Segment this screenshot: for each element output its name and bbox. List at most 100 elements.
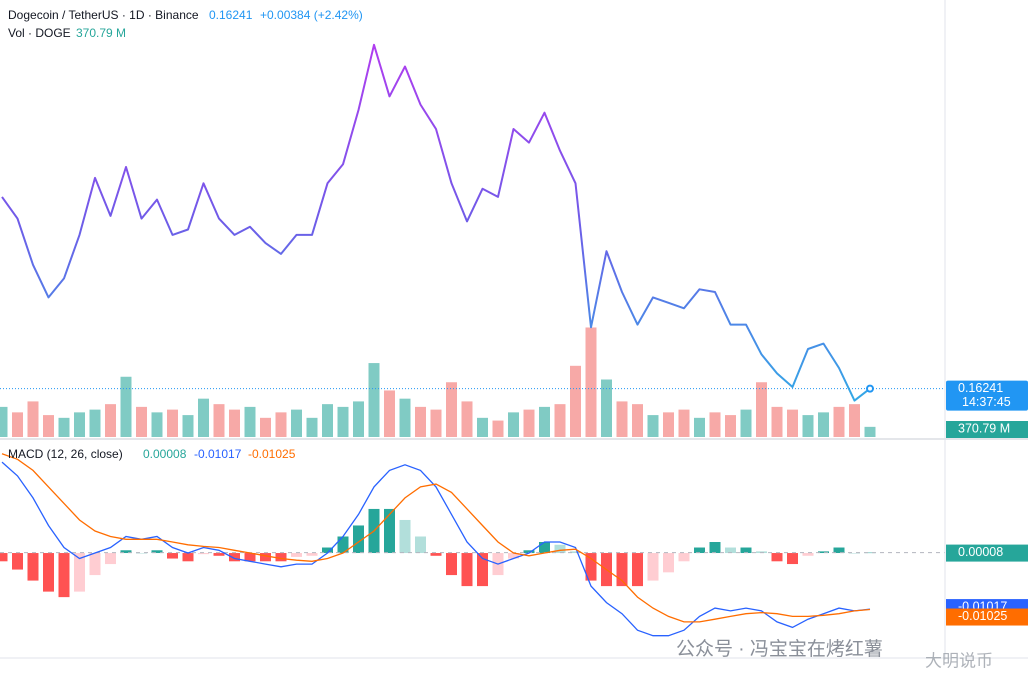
volume-bar [213, 404, 225, 437]
volume-title: Vol · DOGE [8, 26, 71, 40]
volume-bar [477, 417, 488, 437]
volume-bar [74, 412, 85, 437]
histogram-bar [384, 508, 395, 554]
histogram-bar [27, 553, 39, 581]
volume-bar [27, 401, 39, 437]
histogram-bar [353, 525, 364, 554]
volume-bar [508, 412, 519, 437]
histogram-bar [725, 547, 736, 554]
volume-bar [89, 409, 101, 437]
volume-bar [58, 417, 70, 437]
volume-bar [151, 412, 163, 437]
macd-line [1, 461, 871, 637]
volume-bar [647, 415, 659, 437]
histogram-bar [213, 553, 225, 556]
histogram-bar [415, 536, 426, 554]
volume-bar [105, 404, 116, 437]
volume-bar [461, 401, 473, 437]
histogram-bar [244, 553, 256, 562]
volume-bar [43, 415, 54, 437]
volume-bar [585, 327, 597, 437]
histogram-bar [849, 553, 860, 554]
macd-value: -0.01017 [194, 447, 242, 461]
volume-bar [864, 426, 876, 437]
histogram-bar [446, 553, 457, 576]
volume-bar [322, 404, 333, 437]
volume-bar [771, 406, 783, 437]
price-label-box [946, 380, 1028, 411]
macd-panel [0, 453, 945, 637]
histogram-bar [337, 536, 349, 554]
volume-bar [415, 406, 426, 437]
volume-bar [306, 417, 318, 437]
volume-panel [0, 327, 876, 437]
volume-label-box [946, 421, 1028, 438]
volume-bar [833, 406, 845, 437]
histogram-bar [539, 542, 550, 554]
macd-title: MACD (12, 26, close) [8, 447, 123, 461]
histogram-bar [43, 553, 54, 592]
histogram-bar [322, 547, 333, 554]
signal-value: -0.01025 [248, 447, 296, 461]
histogram-bar [771, 553, 783, 562]
volume-bar [120, 376, 132, 437]
histogram-bar [399, 519, 411, 554]
price-change: +0.00384 (+2.42%) [260, 8, 363, 22]
volume-bar [616, 401, 628, 437]
histogram-bar [0, 553, 8, 562]
volume-bar [756, 382, 767, 437]
watermark: 公众号 · 冯宝宝在烤红薯 [676, 638, 883, 660]
histogram-bar [554, 544, 566, 554]
histogram-bar [89, 553, 101, 576]
volume-bar [818, 412, 829, 437]
volume-bar [337, 406, 349, 437]
histogram-bar [105, 553, 116, 565]
volume-bar [709, 412, 721, 437]
volume-bar [849, 404, 860, 437]
hist-label: 0.00008 [958, 545, 1003, 559]
hist-label-box [946, 544, 1028, 562]
volume-bar [182, 415, 194, 437]
histogram-bar [182, 553, 194, 562]
volume-bar [244, 406, 256, 437]
volume-bar [554, 404, 566, 437]
macd-label: -0.01025 [958, 609, 1007, 623]
volume-bar [198, 398, 209, 437]
volume-bar [725, 415, 736, 437]
histogram-bar [647, 553, 659, 581]
histogram-bar [136, 553, 147, 554]
histogram-bar [694, 547, 705, 554]
histogram-bar [663, 553, 674, 573]
volume-bar [430, 409, 442, 437]
volume-bar [229, 409, 240, 437]
volume-bar [136, 406, 147, 437]
volume-bar [523, 409, 535, 437]
histogram-bar [523, 550, 535, 554]
volume-bar [678, 409, 690, 437]
volume-bar [740, 409, 752, 437]
volume-bar [539, 406, 550, 437]
volume-bar [353, 401, 364, 437]
volume-label: 370.79 M [958, 421, 1010, 435]
macd-label-box [946, 608, 1028, 626]
volume-value: 370.79 M [76, 26, 126, 40]
histogram-bar [151, 550, 163, 554]
volume-bar [291, 409, 302, 437]
volume-bar [694, 417, 705, 437]
histogram-bar [678, 553, 690, 562]
histogram-bar [477, 553, 488, 587]
volume-bar [446, 382, 457, 437]
macd-line [1, 453, 871, 623]
histogram-bar [833, 547, 845, 554]
histogram-bar [12, 553, 23, 570]
volume-bar [384, 390, 395, 437]
histogram-bar [709, 542, 721, 554]
volume-bar [275, 412, 287, 437]
watermark: 大明说币 [925, 651, 993, 670]
histogram-bar [864, 552, 876, 554]
volume-bar [167, 409, 178, 437]
volume-bar [260, 417, 271, 437]
volume-bar [802, 415, 814, 437]
